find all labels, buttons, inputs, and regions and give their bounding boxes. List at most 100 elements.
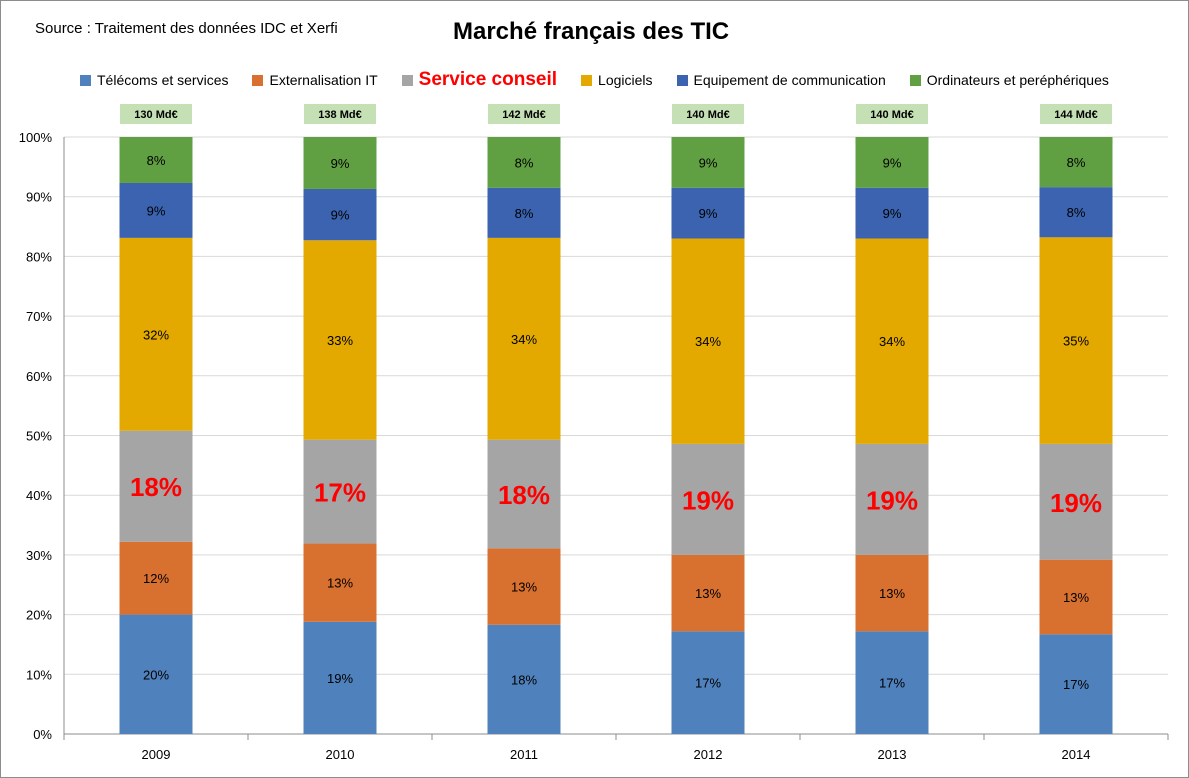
bar-segment	[119, 541, 193, 615]
data-label: 33%	[327, 333, 353, 348]
data-label: 9%	[699, 155, 718, 170]
bar-segment	[119, 137, 193, 183]
legend-item: Externalisation IT	[252, 72, 378, 88]
legend-label: Télécoms et services	[97, 72, 229, 88]
bar-segment	[119, 430, 193, 542]
y-tick-label: 10%	[26, 667, 52, 682]
data-label: 13%	[1063, 590, 1089, 605]
legend-item: Logiciels	[581, 72, 653, 88]
bar-segment	[1039, 237, 1113, 444]
bar-segment	[303, 188, 377, 241]
bar-segment	[1039, 443, 1113, 560]
data-label: 20%	[143, 667, 169, 682]
bar-segment	[671, 187, 745, 239]
total-label: 140 Md€	[870, 109, 913, 121]
bar-segment	[487, 439, 561, 549]
y-tick-label: 80%	[26, 249, 52, 264]
data-label: 18%	[511, 672, 537, 687]
bar-segment	[119, 614, 193, 734]
data-label-emphasis: 18%	[498, 480, 550, 510]
data-label: 34%	[695, 334, 721, 349]
data-label-emphasis: 17%	[314, 478, 366, 508]
data-label: 8%	[1067, 205, 1086, 220]
data-label: 8%	[515, 155, 534, 170]
data-label: 32%	[143, 327, 169, 342]
bar-segment	[671, 238, 745, 444]
x-tick-label: 2013	[878, 747, 907, 762]
total-box	[304, 104, 376, 124]
bar-segment	[671, 443, 745, 555]
data-label: 8%	[147, 153, 166, 168]
bar-segment	[855, 187, 929, 239]
y-tick-label: 20%	[26, 608, 52, 623]
bar-segment	[1039, 187, 1113, 238]
chart-title: Marché français des TIC	[453, 18, 730, 45]
bar-segment	[303, 621, 377, 734]
data-label: 9%	[883, 206, 902, 221]
data-label: 13%	[695, 586, 721, 601]
legend-label: Logiciels	[598, 72, 653, 88]
data-label-emphasis: 19%	[682, 485, 734, 515]
bar-segment	[671, 137, 745, 188]
total-box	[488, 104, 560, 124]
data-label-emphasis: 19%	[866, 485, 918, 515]
data-label: 13%	[327, 576, 353, 591]
y-tick-label: 70%	[26, 309, 52, 324]
bar-segment	[855, 631, 929, 734]
total-box	[856, 104, 928, 124]
total-label: 130 Md€	[134, 109, 177, 121]
x-tick-label: 2011	[510, 747, 538, 762]
data-label: 17%	[1063, 677, 1089, 692]
y-tick-label: 30%	[26, 548, 52, 563]
data-label: 9%	[883, 155, 902, 170]
legend-label: Ordinateurs et peréphériques	[926, 72, 1109, 88]
legend-label: Equipement de communication	[693, 72, 886, 88]
bar-segment	[487, 548, 561, 625]
data-label: 12%	[143, 571, 169, 586]
data-label-emphasis: 18%	[130, 472, 182, 502]
bar-segment	[855, 554, 929, 632]
legend-swatch	[676, 74, 688, 86]
bar-segment	[487, 624, 561, 734]
legend-item: Service conseil	[401, 69, 558, 91]
data-label: 9%	[147, 203, 166, 218]
bar-segment	[671, 631, 745, 734]
total-label: 144 Md€	[1054, 109, 1097, 121]
legend-swatch	[80, 74, 91, 86]
data-label: 8%	[515, 206, 534, 221]
bar-segment	[487, 187, 561, 238]
x-tick-label: 2010	[326, 747, 355, 762]
bar-segment	[1039, 634, 1113, 734]
bar-segment	[487, 237, 561, 440]
bar-segment	[303, 543, 377, 622]
total-label: 138 Md€	[318, 109, 361, 121]
data-label: 13%	[879, 586, 905, 601]
bar-segment	[855, 238, 929, 444]
legend-item: Ordinateurs et peréphériques	[909, 72, 1109, 88]
legend-swatch	[909, 74, 921, 86]
bar-segment	[855, 137, 929, 188]
data-label: 9%	[331, 208, 350, 223]
bar-segment	[487, 137, 561, 188]
source-note: Source : Traitement des données IDC et X…	[35, 20, 338, 37]
bar-segment	[303, 137, 377, 189]
total-label: 140 Md€	[686, 109, 729, 121]
total-box	[120, 104, 192, 124]
y-tick-label: 100%	[19, 130, 53, 145]
total-box	[1040, 104, 1112, 124]
data-label: 8%	[1067, 155, 1086, 170]
total-label: 142 Md€	[502, 109, 545, 121]
legend-swatch	[401, 74, 413, 86]
legend-label: Service conseil	[418, 69, 558, 90]
data-label: 35%	[1063, 334, 1089, 349]
bar-segment	[119, 182, 193, 238]
legend-swatch	[252, 74, 264, 86]
bar-segment	[671, 554, 745, 632]
data-label: 19%	[327, 671, 353, 686]
x-tick-label: 2014	[1062, 747, 1091, 762]
legend: Télécoms et services Externalisation IT Se…	[80, 69, 1133, 91]
legend-swatch	[581, 74, 593, 86]
bar-segment	[119, 237, 193, 431]
